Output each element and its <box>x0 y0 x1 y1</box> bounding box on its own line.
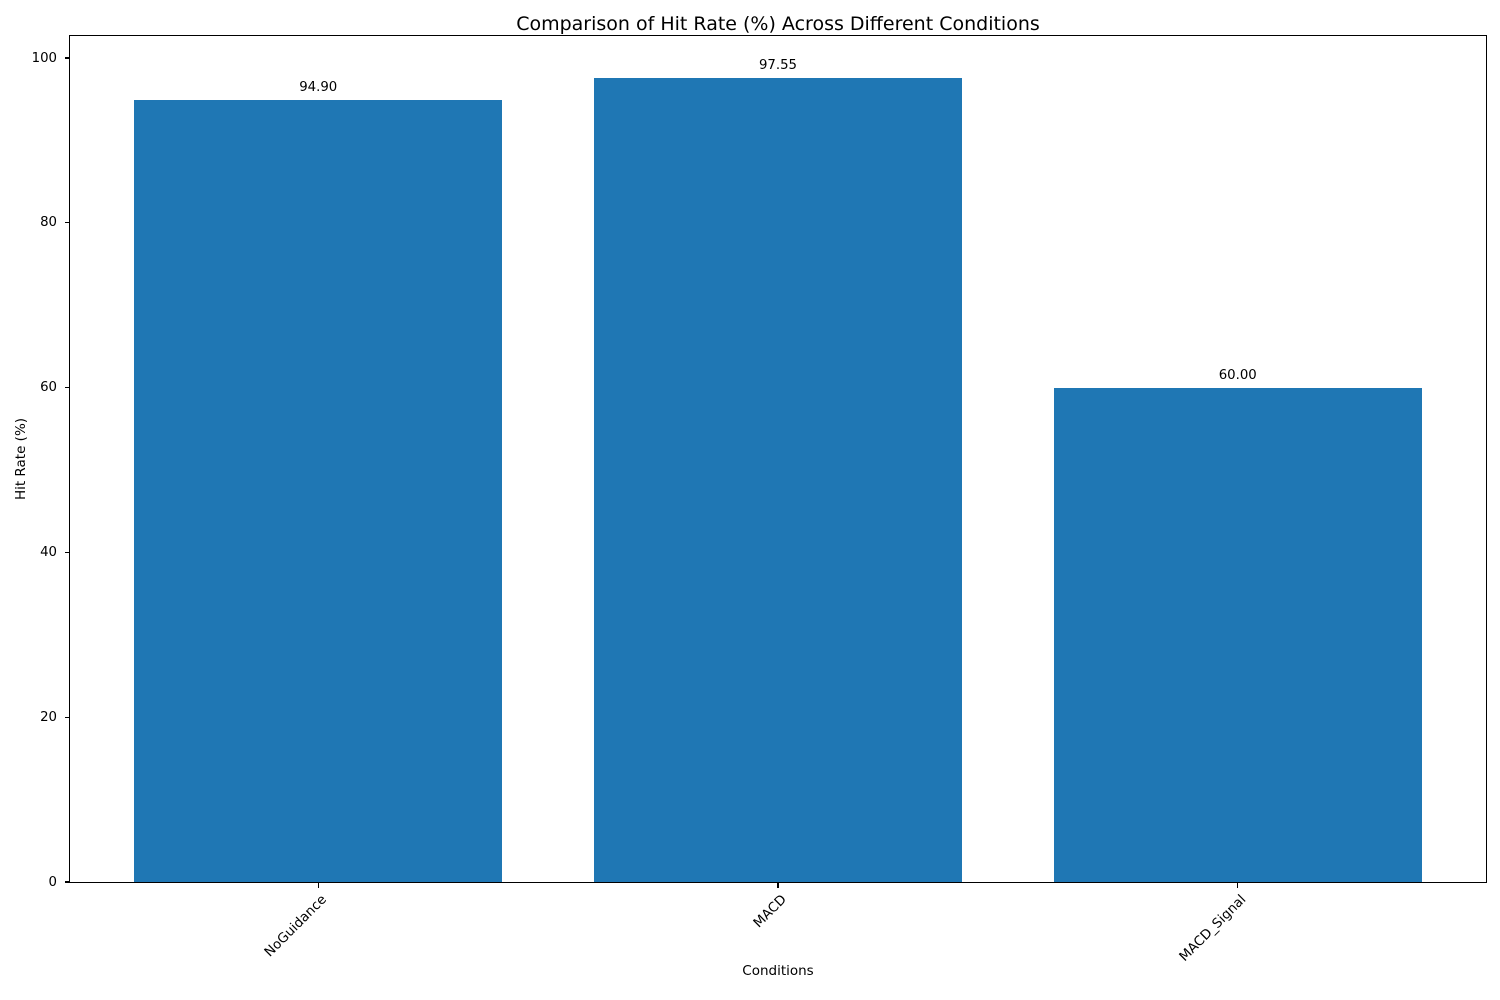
y-tick-label: 60 <box>40 380 57 396</box>
y-tick-mark <box>65 551 70 553</box>
x-axis-label: Conditions <box>742 963 814 979</box>
bar <box>1053 387 1422 882</box>
bar <box>594 78 962 882</box>
y-tick-label: 80 <box>40 215 57 231</box>
x-tick-label: MACD <box>751 892 790 932</box>
y-tick-label: 0 <box>48 874 57 890</box>
y-tick-mark <box>65 387 70 389</box>
y-tick-label: 100 <box>31 50 57 66</box>
y-tick-mark <box>65 881 70 883</box>
bar-value-label: 60.00 <box>1218 367 1257 383</box>
x-tick-mark <box>777 883 779 888</box>
x-tick-label: MACD_Signal <box>1177 892 1250 965</box>
y-tick-mark <box>65 716 70 718</box>
x-tick-mark <box>1237 883 1239 888</box>
y-tick-mark <box>65 222 70 224</box>
y-tick-label: 20 <box>40 709 57 725</box>
bar-value-label: 94.90 <box>299 80 338 96</box>
y-axis-label: Hit Rate (%) <box>13 417 29 501</box>
bar-value-label: 97.55 <box>758 58 798 74</box>
x-tick-label: NoGuidance <box>262 892 331 961</box>
chart-title: Comparison of Hit Rate (%) Across Differ… <box>516 13 1040 35</box>
y-tick-mark <box>65 57 70 59</box>
x-tick-mark <box>317 883 319 888</box>
bar <box>134 100 503 882</box>
y-tick-label: 40 <box>40 544 57 560</box>
